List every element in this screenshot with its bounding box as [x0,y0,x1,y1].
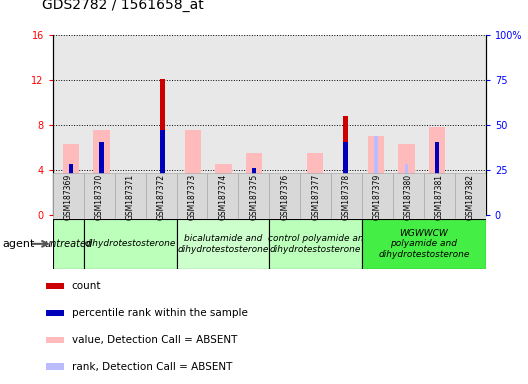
Bar [215,164,232,215]
Text: value, Detection Call = ABSENT: value, Detection Call = ABSENT [72,335,237,345]
Bar [161,79,165,215]
Bar [84,173,115,219]
Bar [362,219,486,269]
Bar [374,136,378,215]
Text: GSM187370: GSM187370 [95,174,103,220]
Bar [393,173,424,219]
Bar [222,175,225,215]
Bar [124,198,140,215]
Bar [343,142,348,215]
Bar [69,164,73,215]
Bar [238,173,269,219]
Bar [367,136,384,215]
Bar [269,219,362,269]
Text: GSM187371: GSM187371 [126,174,135,220]
Text: GSM187376: GSM187376 [280,174,289,220]
Bar [246,153,262,215]
Bar [161,131,165,215]
Bar [435,142,439,215]
Text: rank, Detection Call = ABSENT: rank, Detection Call = ABSENT [72,362,232,372]
Bar [46,337,64,343]
Text: GSM187379: GSM187379 [373,174,382,220]
Bar [331,173,362,219]
Bar [115,173,146,219]
Bar [161,133,164,215]
Bar [63,144,80,215]
Bar [282,175,286,215]
Bar [343,116,348,215]
Bar [176,219,269,269]
Text: GSM187374: GSM187374 [219,174,228,220]
Bar [208,173,238,219]
Bar [269,173,300,219]
Text: GSM187373: GSM187373 [187,174,196,220]
Bar [459,203,476,215]
Text: GSM187378: GSM187378 [342,174,351,220]
Text: untreated: untreated [44,239,92,249]
Bar [185,131,202,215]
Text: count: count [72,281,101,291]
Text: agent: agent [3,239,35,249]
Bar [146,173,176,219]
Text: GSM187380: GSM187380 [404,174,413,220]
Text: percentile rank within the sample: percentile rank within the sample [72,308,248,318]
Text: GSM187377: GSM187377 [311,174,320,220]
Bar [429,127,445,215]
Bar [300,173,331,219]
Bar [84,219,176,269]
Text: GDS2782 / 1561658_at: GDS2782 / 1561658_at [42,0,204,12]
Bar [130,192,134,215]
Bar [398,144,415,215]
Bar [46,364,64,370]
Text: GSM187375: GSM187375 [249,174,258,220]
Bar [53,173,84,219]
Text: GSM187382: GSM187382 [466,174,475,220]
Bar [276,190,293,215]
Text: bicalutamide and
dihydrotestosterone: bicalutamide and dihydrotestosterone [177,234,269,253]
Bar [404,164,408,215]
Text: GSM187381: GSM187381 [435,174,444,220]
Bar [424,173,455,219]
Text: control polyamide an
dihydrotestosterone: control polyamide an dihydrotestosterone [268,234,363,253]
Bar [46,283,64,289]
Text: WGWWCW
polyamide and
dihydrotestosterone: WGWWCW polyamide and dihydrotestosterone [378,229,469,259]
Text: GSM187369: GSM187369 [64,174,73,220]
Bar [362,173,393,219]
Bar [455,173,486,219]
Bar [176,173,208,219]
Bar [93,131,110,215]
Bar [46,310,64,316]
Text: GSM187372: GSM187372 [156,174,166,220]
Bar [307,153,323,215]
Bar [99,142,104,215]
Text: dihydrotestosterone: dihydrotestosterone [84,239,176,248]
Bar [252,168,256,215]
Bar [53,219,84,269]
